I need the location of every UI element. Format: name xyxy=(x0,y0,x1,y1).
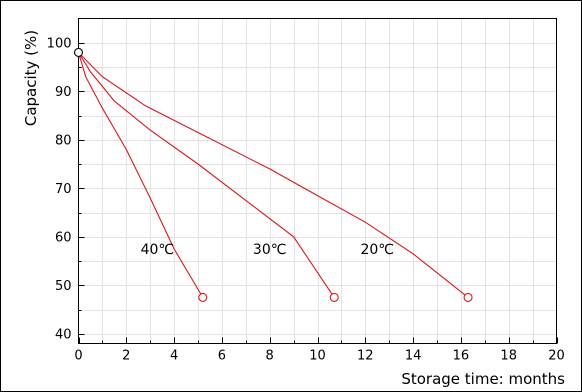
x-tick-label: 0 xyxy=(74,349,82,364)
y-tick-label: 40 xyxy=(55,327,72,342)
x-tick-label: 20 xyxy=(548,349,565,364)
x-tick-label: 8 xyxy=(266,349,274,364)
x-tick-label: 16 xyxy=(453,349,470,364)
x-tick-label: 6 xyxy=(218,349,226,364)
series-line xyxy=(78,52,469,298)
series-layer: 40℃ 30℃ 20℃ xyxy=(73,47,473,302)
y-tick-label: 100 xyxy=(47,36,72,51)
x-tick-label: 14 xyxy=(405,349,422,364)
plot-area-border xyxy=(78,18,557,344)
y-tick-label: 80 xyxy=(55,133,72,148)
tick-labels: 0 2 4 6 8 10 12 14 16 18 20 40 50 60 70 80 90 100 xyxy=(47,36,565,363)
x-tick-label: 10 xyxy=(309,349,326,364)
series-label: 40℃ xyxy=(141,242,175,258)
series-line xyxy=(78,52,335,298)
y-tick-label: 60 xyxy=(55,230,72,245)
start-point-marker xyxy=(73,47,84,58)
y-tick-label: 70 xyxy=(55,182,72,197)
x-axis-label: Storage time: months xyxy=(401,370,565,388)
series-end-marker xyxy=(329,292,339,302)
series-label: 30℃ xyxy=(253,242,287,258)
series-end-marker xyxy=(463,292,473,302)
y-tick-label: 50 xyxy=(55,279,72,294)
grid xyxy=(78,18,557,344)
series-line xyxy=(77,52,204,298)
x-tick-label: 12 xyxy=(357,349,374,364)
x-tick-label: 2 xyxy=(122,349,130,364)
x-tick-label: 4 xyxy=(170,349,178,364)
series-end-marker xyxy=(198,292,208,302)
y-tick-label: 90 xyxy=(55,85,72,100)
series-label: 20℃ xyxy=(360,242,394,258)
axis-ticks xyxy=(78,43,558,344)
x-tick-label: 18 xyxy=(500,349,517,364)
y-axis-label: Capacity (%) xyxy=(22,30,40,126)
